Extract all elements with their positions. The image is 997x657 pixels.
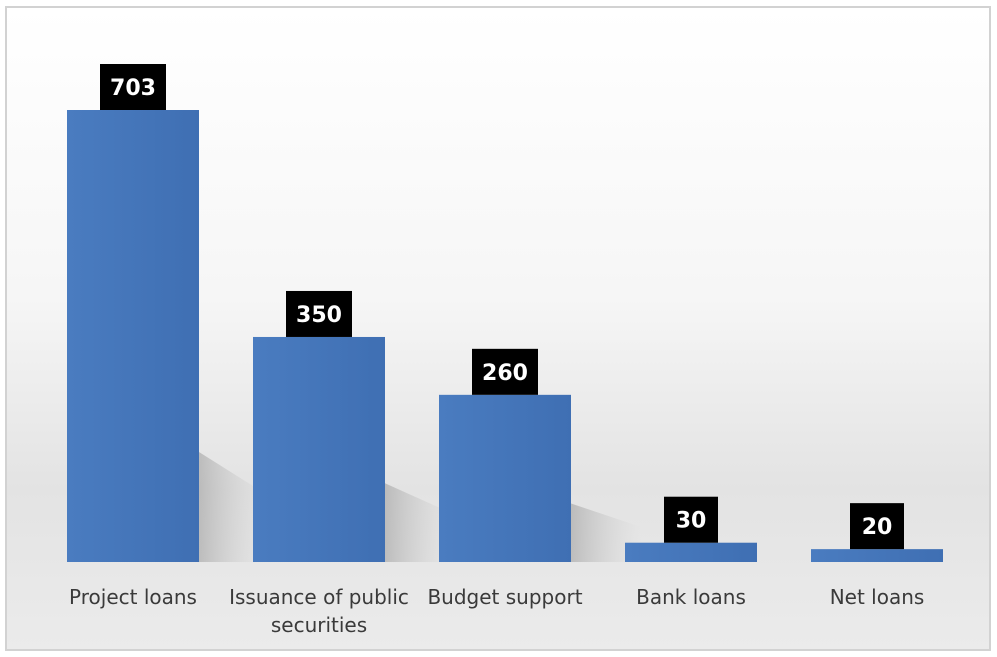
bar (253, 336, 385, 562)
data-label: 260 (482, 361, 528, 386)
x-tick-label: Budget support (427, 585, 582, 609)
bar-shadow (385, 483, 455, 562)
x-tick-label: securities (271, 613, 367, 637)
data-label: 20 (862, 515, 893, 540)
data-label: 30 (676, 509, 707, 534)
data-label: 350 (296, 303, 342, 328)
value-labels-group: 703 350 260 30 20 (100, 64, 904, 550)
data-label-box (286, 290, 352, 337)
bar (439, 394, 571, 562)
x-tick-label: Issuance of public (229, 585, 409, 609)
bar-shadow (199, 452, 269, 562)
data-label-box (850, 503, 904, 550)
bar (67, 110, 199, 562)
bars-group (67, 110, 943, 562)
bar-shadow (571, 503, 641, 562)
x-tick-label: Net loans (830, 585, 925, 609)
bar-shadows (199, 452, 641, 562)
bar (811, 549, 943, 562)
data-label-box (100, 64, 166, 110)
data-label-box (664, 496, 718, 543)
data-label: 703 (110, 76, 156, 101)
bar (625, 542, 757, 562)
category-labels-group: Project loans Issuance of public securitie… (69, 585, 924, 637)
x-tick-label: Project loans (69, 585, 197, 609)
x-tick-label: Bank loans (636, 585, 746, 609)
data-label-box (472, 348, 538, 395)
